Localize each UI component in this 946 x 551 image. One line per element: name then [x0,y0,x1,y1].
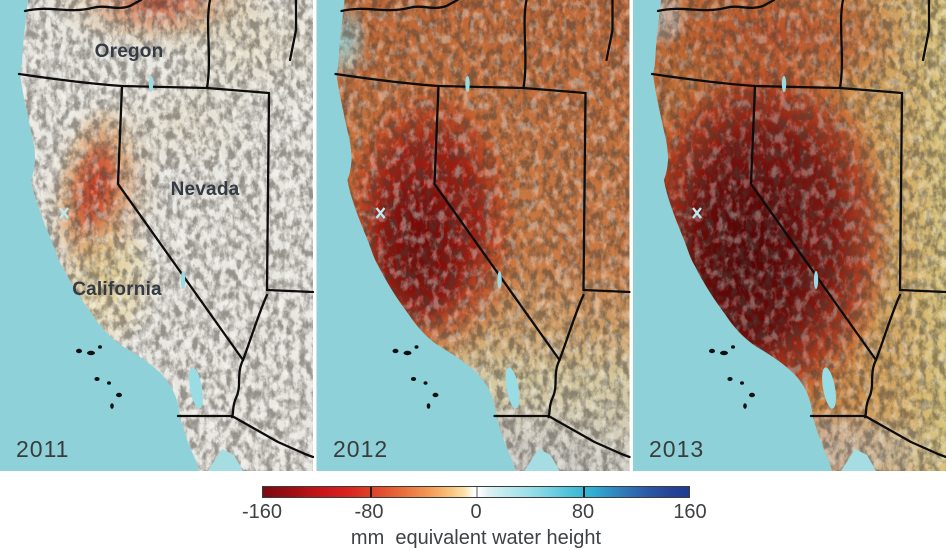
colorbar-unit-label: mm equivalent water height [350,527,602,549]
gulf-of-california [208,449,243,471]
year-label-2013: 2013 [649,436,705,462]
tick-neg80: -80 [354,501,384,523]
nevada-label: Nevada [170,179,240,200]
colorbar-tickmark-neg80 [369,487,372,497]
map-panels-svg [0,0,946,471]
gulf-of-california [524,449,560,471]
colorbar-gradient [262,486,690,498]
tick-zero: 0 [470,501,482,523]
map-2011 [0,0,315,471]
tick-pos80: 80 [571,501,595,523]
tick-pos160: 160 [673,501,707,523]
year-label-2012: 2012 [333,436,389,462]
tick-neg160: -160 [241,501,283,523]
oregon-label: Oregon [94,41,164,62]
map-2013 [633,0,946,471]
colorbar-tickmark-pos80 [582,487,585,497]
colorbar-tick-labels: -160 -80 0 80 160 [242,501,707,523]
year-label-2011: 2011 [16,436,70,462]
map-2012 [316,0,631,471]
california-label: California [72,279,162,300]
gulf-of-california [841,449,876,471]
colorbar-tickmark-zero [476,487,478,497]
colorbar: -160 -80 0 80 160 mm equivalent water he… [242,486,707,550]
